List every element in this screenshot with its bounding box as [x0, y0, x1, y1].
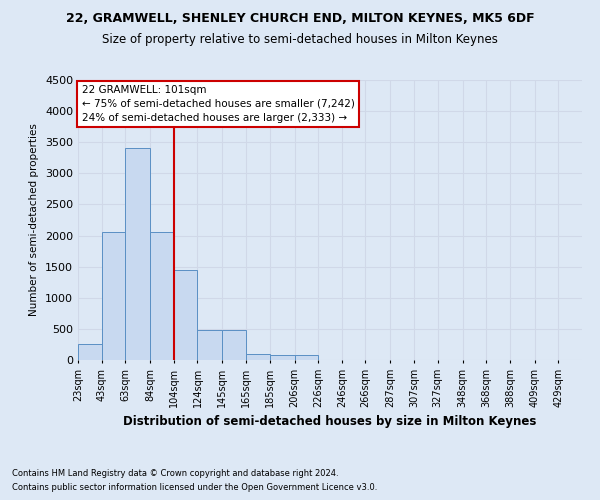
Bar — [295, 356, 318, 360]
Bar — [125, 148, 150, 360]
Bar — [269, 356, 295, 360]
Y-axis label: Number of semi-detached properties: Number of semi-detached properties — [29, 124, 40, 316]
Bar — [246, 354, 269, 360]
X-axis label: Distribution of semi-detached houses by size in Milton Keynes: Distribution of semi-detached houses by … — [124, 416, 536, 428]
Bar — [174, 270, 197, 360]
Text: Contains HM Land Registry data © Crown copyright and database right 2024.: Contains HM Land Registry data © Crown c… — [12, 468, 338, 477]
Bar — [101, 232, 125, 360]
Text: Size of property relative to semi-detached houses in Milton Keynes: Size of property relative to semi-detach… — [102, 32, 498, 46]
Bar — [223, 330, 246, 360]
Text: 22 GRAMWELL: 101sqm
← 75% of semi-detached houses are smaller (7,242)
24% of sem: 22 GRAMWELL: 101sqm ← 75% of semi-detach… — [82, 85, 355, 123]
Text: Contains public sector information licensed under the Open Government Licence v3: Contains public sector information licen… — [12, 484, 377, 492]
Text: 22, GRAMWELL, SHENLEY CHURCH END, MILTON KEYNES, MK5 6DF: 22, GRAMWELL, SHENLEY CHURCH END, MILTON… — [65, 12, 535, 26]
Bar — [78, 344, 101, 360]
Bar — [197, 330, 223, 360]
Bar — [150, 232, 174, 360]
